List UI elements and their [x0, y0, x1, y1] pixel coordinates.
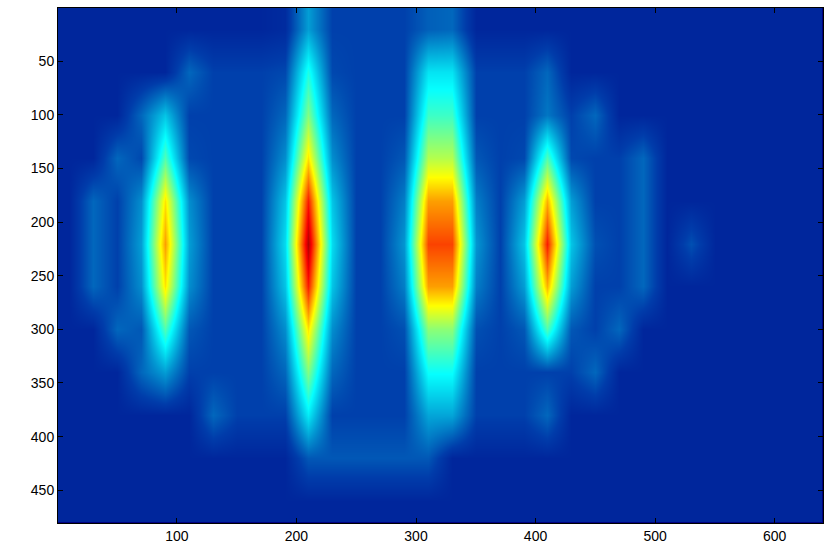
svg-text:600: 600	[763, 528, 787, 544]
svg-text:400: 400	[524, 528, 548, 544]
svg-text:300: 300	[31, 321, 55, 337]
svg-text:300: 300	[404, 528, 428, 544]
svg-text:250: 250	[31, 268, 55, 284]
svg-text:200: 200	[285, 528, 309, 544]
svg-text:400: 400	[31, 429, 55, 445]
svg-text:100: 100	[165, 528, 189, 544]
svg-text:50: 50	[39, 53, 55, 69]
svg-text:350: 350	[31, 375, 55, 391]
svg-text:200: 200	[31, 214, 55, 230]
svg-text:450: 450	[31, 482, 55, 498]
svg-text:100: 100	[31, 107, 55, 123]
svg-text:150: 150	[31, 160, 55, 176]
svg-text:500: 500	[643, 528, 667, 544]
